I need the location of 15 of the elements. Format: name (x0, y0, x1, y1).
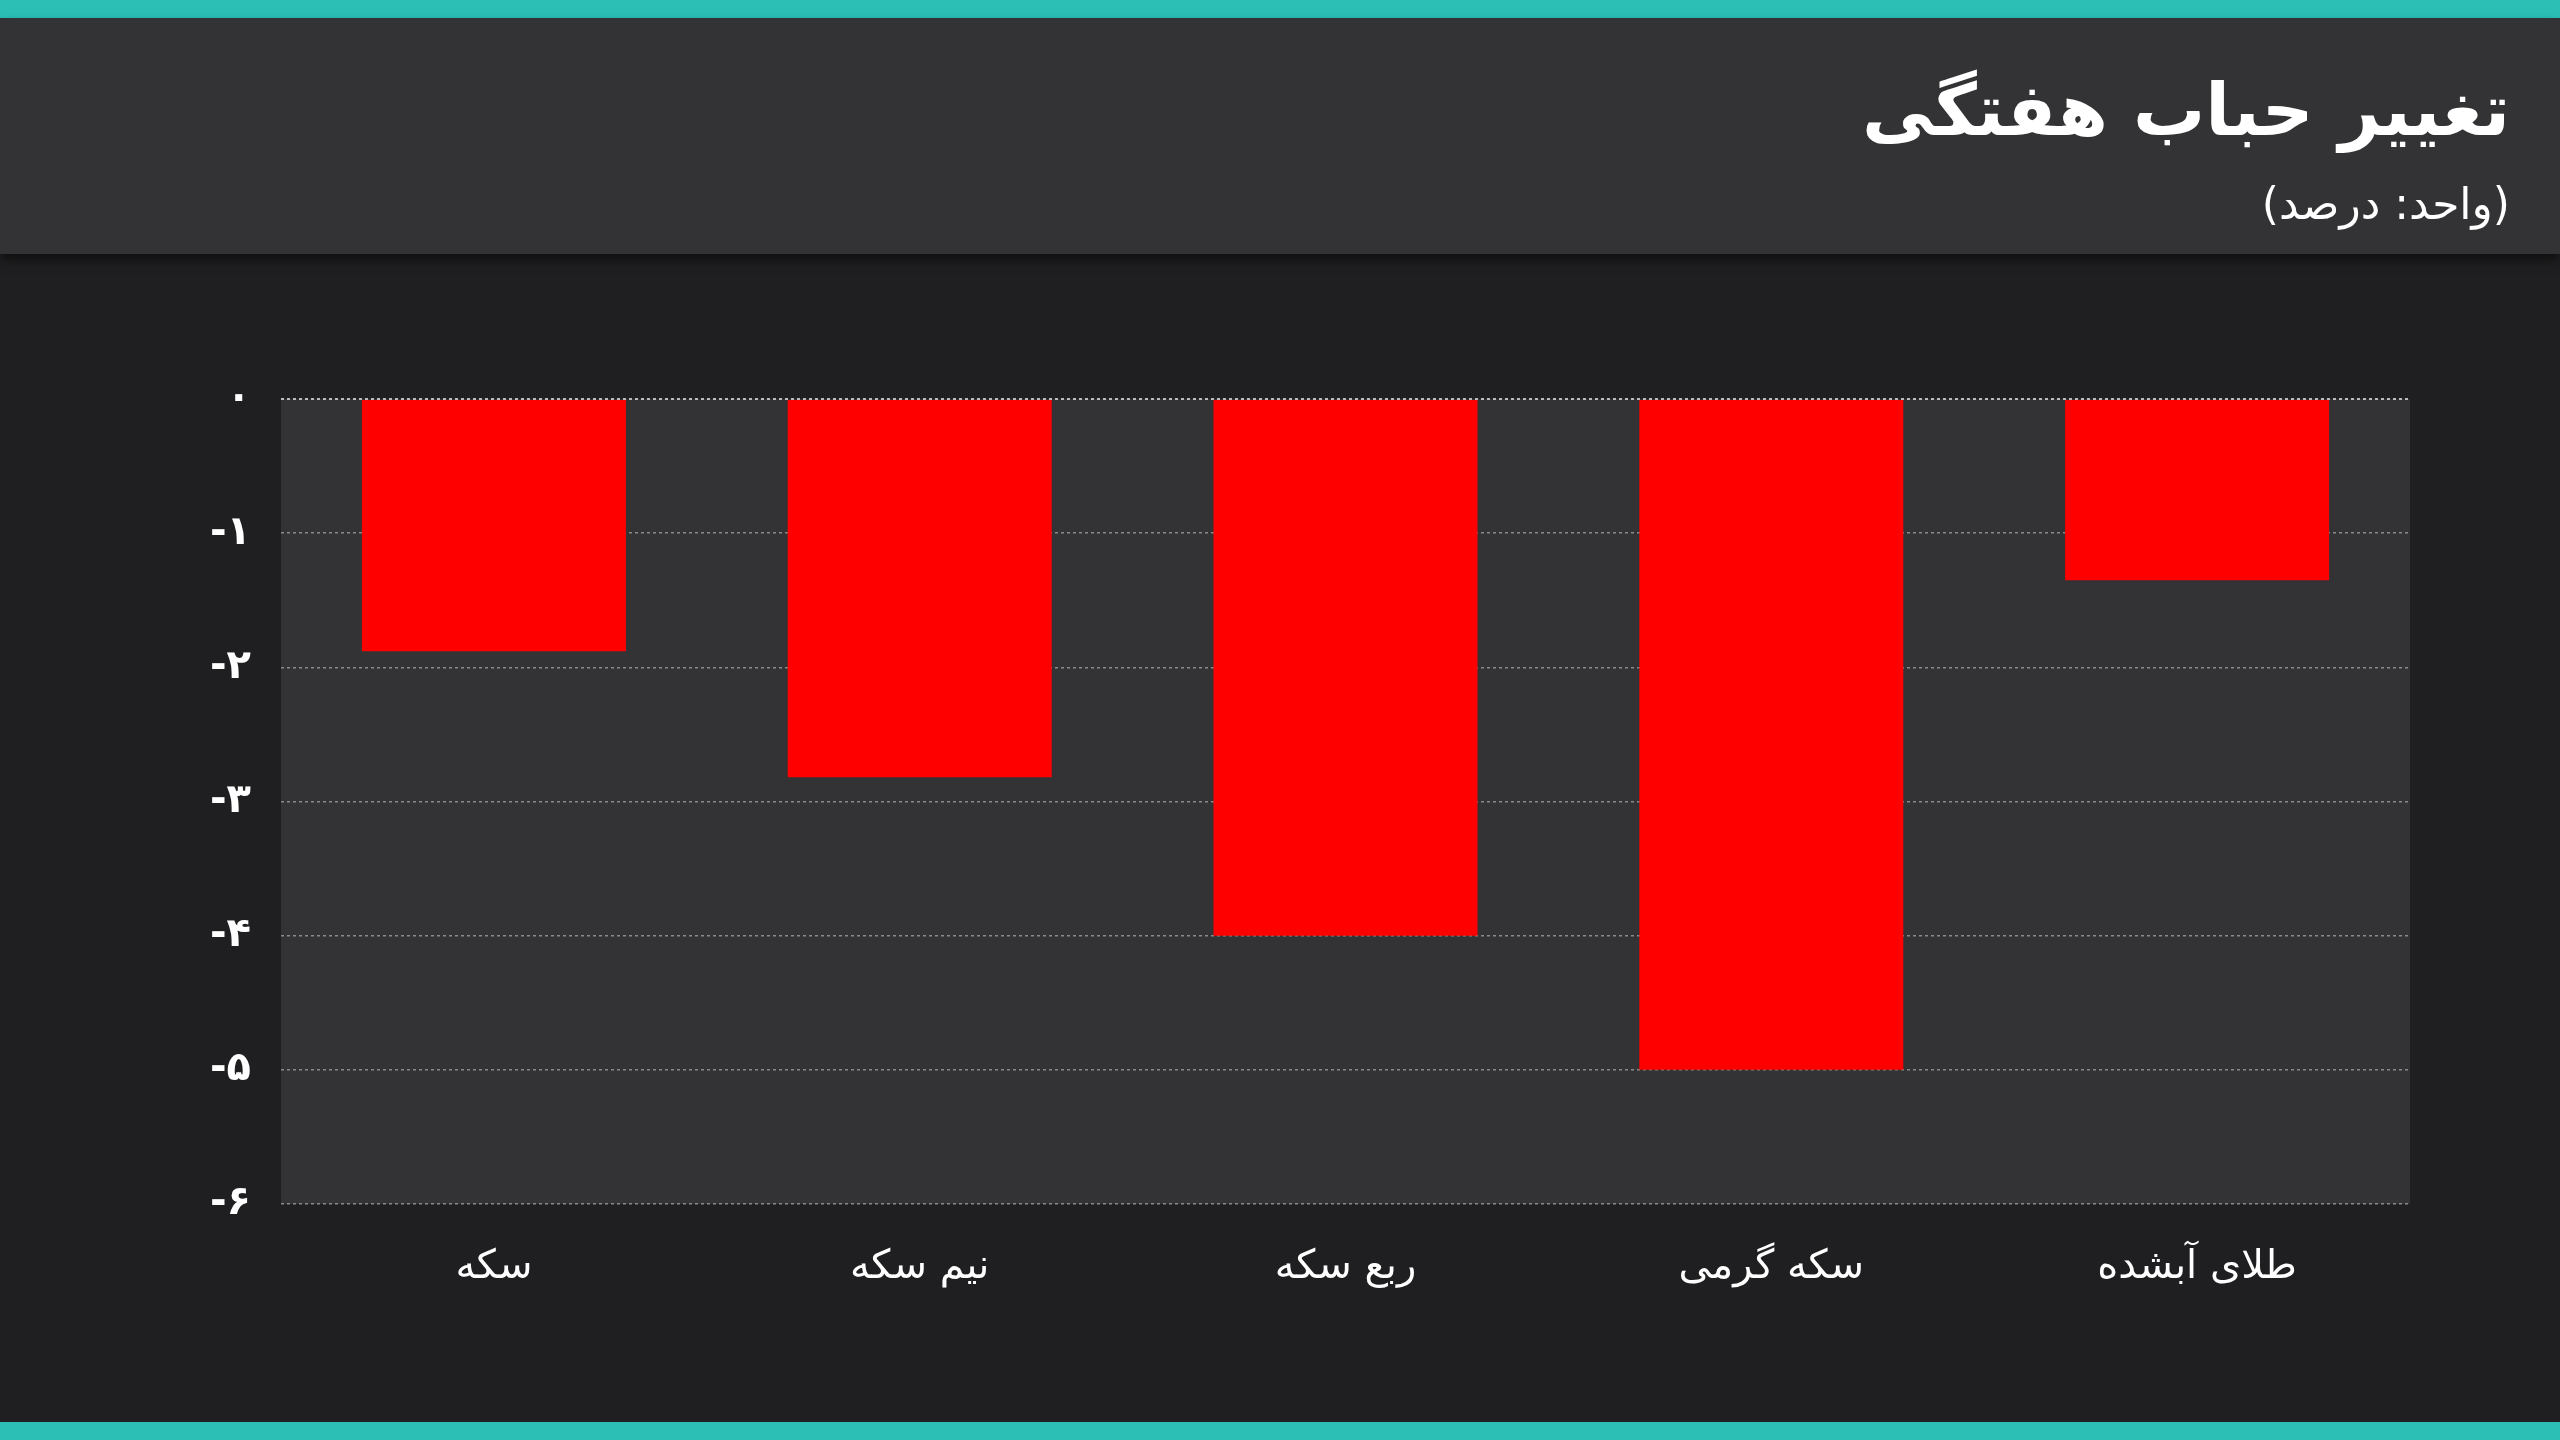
x-tick-label: طلای آبشده (2097, 1240, 2297, 1288)
x-tick-label: ربع سکه (1274, 1241, 1417, 1289)
header-panel: تغییر حباب هفتگی (واحد: درصد) (0, 18, 2560, 254)
x-tick-label: سکه گرمی (1678, 1241, 1865, 1289)
chart-subtitle: (واحد: درصد) (2261, 178, 2510, 229)
chart-title: تغییر حباب هفتگی (1862, 68, 2510, 152)
y-tick-label: ۰ (226, 372, 252, 419)
y-tick-label: -۲ (210, 640, 252, 687)
y-tick-label: -۴ (210, 909, 252, 956)
y-tick-label: -۱ (210, 506, 252, 553)
x-tick-label: نیم سکه (849, 1241, 990, 1289)
y-tick-label: -۵ (210, 1043, 252, 1090)
x-tick-label: سکه (455, 1241, 533, 1288)
y-tick-label: -۶ (210, 1177, 252, 1224)
y-tick-label: -۳ (210, 774, 252, 821)
